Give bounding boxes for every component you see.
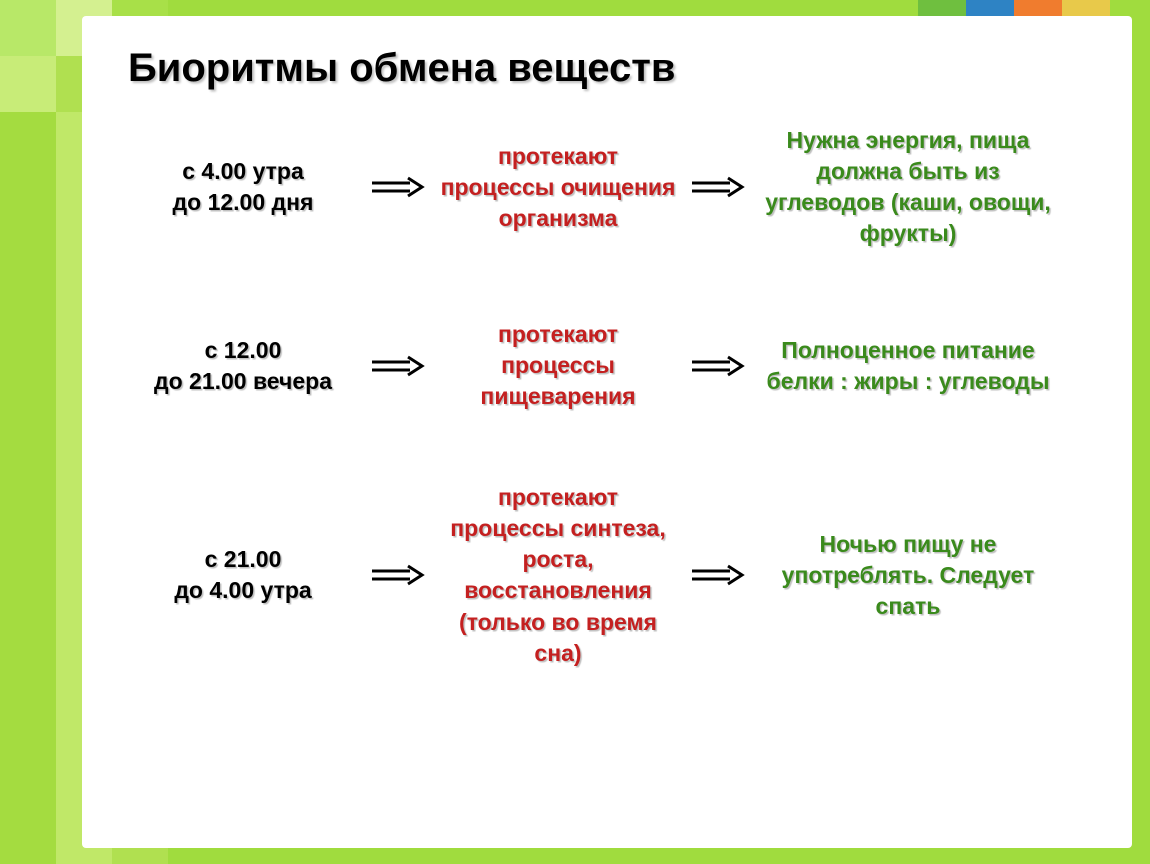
process-text: протекают процессы синтеза, роста, восст… xyxy=(438,482,678,668)
arrow-icon xyxy=(688,564,748,586)
arrow-icon xyxy=(368,176,428,198)
slide-panel: Биоритмы обмена веществ с 4.00 утрадо 12… xyxy=(82,16,1132,848)
flow-rows: с 4.00 утрадо 12.00 дня протекают процес… xyxy=(128,125,1096,669)
time-range: с 12.00до 21.00 вечера xyxy=(128,335,358,397)
arrow-icon xyxy=(688,355,748,377)
flow-row: с 4.00 утрадо 12.00 дня протекают процес… xyxy=(128,125,1096,249)
arrow-icon xyxy=(368,355,428,377)
result-text: Ночью пищу не употреблять. Следует спать xyxy=(758,529,1058,622)
flow-row: с 12.00до 21.00 вечера протекают процесс… xyxy=(128,319,1096,412)
process-text: протекают процессы пищеварения xyxy=(438,319,678,412)
time-range: с 21.00до 4.00 утра xyxy=(128,544,358,606)
arrow-icon xyxy=(688,176,748,198)
result-text: Полноценное питаниебелки : жиры : углево… xyxy=(758,335,1058,397)
flow-row: с 21.00до 4.00 утра протекают процессы с… xyxy=(128,482,1096,668)
result-text: Нужна энергия, пища должна быть из углев… xyxy=(758,125,1058,249)
process-text: протекают процессы очищения организма xyxy=(438,141,678,234)
slide-title: Биоритмы обмена веществ xyxy=(128,46,1096,91)
arrow-icon xyxy=(368,564,428,586)
time-range: с 4.00 утрадо 12.00 дня xyxy=(128,156,358,218)
